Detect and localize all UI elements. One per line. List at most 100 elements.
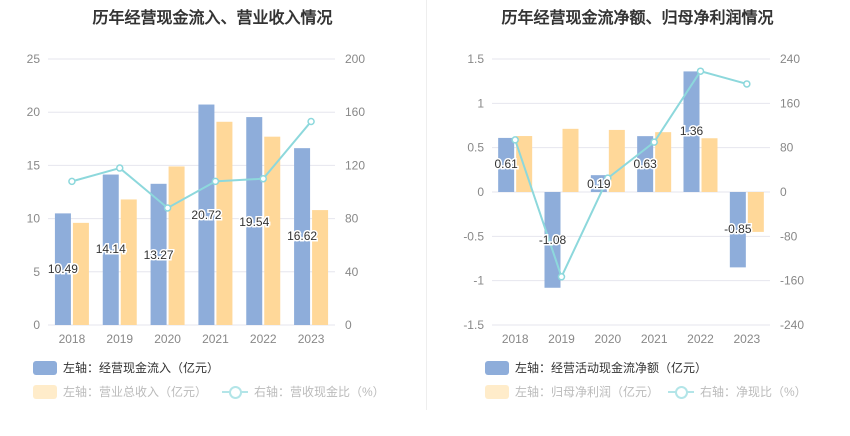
right-tick-label: -80 bbox=[780, 229, 798, 243]
legend-swatch bbox=[33, 384, 57, 399]
bar-primary bbox=[198, 104, 215, 325]
bar-secondary bbox=[312, 210, 329, 325]
legend-label: 右轴：营收现金比（%） bbox=[254, 385, 385, 399]
bar-data-label: 1.36 bbox=[680, 124, 704, 138]
left-tick-label: 0 bbox=[477, 185, 484, 199]
x-tick-label: 2023 bbox=[733, 332, 760, 345]
left-tick-label: 0.5 bbox=[467, 141, 484, 155]
legend-item-cash-inflow[interactable]: 左轴：经营现金流入（亿元） bbox=[33, 359, 219, 376]
bar-secondary bbox=[608, 129, 625, 192]
bar-secondary bbox=[701, 138, 718, 192]
legend-item-net-cash[interactable]: 左轴：经营活动现金流净额（亿元） bbox=[485, 359, 707, 376]
right-tick-label: 40 bbox=[345, 265, 359, 279]
bar-data-label: -1.08 bbox=[539, 233, 567, 247]
right-tick-label: 160 bbox=[345, 105, 365, 119]
left-tick-label: -0.5 bbox=[463, 229, 484, 243]
line-point bbox=[696, 67, 705, 75]
line-series bbox=[71, 120, 312, 210]
x-tick-label: 2022 bbox=[250, 332, 277, 345]
legend-label: 左轴：归母净利润（亿元） bbox=[515, 385, 660, 399]
right-tick-label: 240 bbox=[780, 52, 800, 66]
left-tick-label: 5 bbox=[33, 265, 40, 279]
line-point bbox=[511, 136, 519, 144]
bar-primary bbox=[246, 117, 263, 326]
bar-primary bbox=[637, 136, 654, 192]
line-point bbox=[68, 177, 76, 186]
left-tick-label: 0 bbox=[33, 318, 40, 332]
line-point bbox=[557, 273, 566, 281]
legend-item-net-profit[interactable]: 左轴：归母净利润（亿元） bbox=[485, 383, 659, 400]
legend-item-revenue[interactable]: 左轴：营业总收入（亿元） bbox=[33, 383, 207, 400]
legend-swatch bbox=[33, 360, 57, 375]
bar-data-label: 19.54 bbox=[239, 215, 269, 229]
line-point bbox=[604, 174, 612, 182]
legend-label: 左轴：经营活动现金流净额（亿元） bbox=[515, 361, 708, 375]
bar-secondary bbox=[562, 128, 579, 192]
bar-primary bbox=[294, 148, 311, 325]
bar-secondary bbox=[216, 121, 233, 325]
right-tick-label: 0 bbox=[780, 185, 787, 199]
bar-secondary bbox=[264, 136, 281, 325]
line-point bbox=[211, 177, 220, 186]
legend-label: 左轴：经营现金流入（亿元） bbox=[63, 361, 220, 375]
line-point bbox=[163, 204, 172, 212]
bar-primary bbox=[54, 213, 71, 325]
legend-label: 左轴：营业总收入（亿元） bbox=[63, 385, 208, 399]
legend-item-ratio[interactable]: 右轴：营收现金比（%） bbox=[222, 383, 385, 400]
right-tick-label: 120 bbox=[345, 158, 365, 172]
legend-swatch bbox=[485, 384, 509, 399]
left-tick-label: -1 bbox=[473, 274, 484, 288]
bar-secondary bbox=[655, 132, 672, 192]
line-series bbox=[514, 70, 748, 280]
bar-data-label: 13.27 bbox=[144, 248, 174, 262]
bar-data-label: 14.14 bbox=[96, 242, 126, 256]
right-tick-label: -240 bbox=[780, 318, 804, 332]
bar-data-label: 16.62 bbox=[287, 229, 317, 243]
left-chart: 0 0 5 40 10 80 15 120 20 160 25 200 2018 2019 2020 2021… bbox=[27, 52, 366, 345]
bar-data-label: 0.63 bbox=[633, 157, 657, 171]
right-chart-title: 历年经营现金流净额、归母净利润情况 bbox=[501, 10, 774, 27]
legend-swatch bbox=[485, 360, 509, 375]
right-tick-label: 80 bbox=[345, 212, 359, 226]
bar-data-label: 20.72 bbox=[191, 208, 221, 222]
x-tick-label: 2020 bbox=[594, 332, 621, 345]
x-tick-label: 2018 bbox=[502, 332, 529, 345]
line-point bbox=[116, 164, 124, 172]
legend-item-net-cash-ratio[interactable]: 右轴：净现比（%） bbox=[668, 383, 807, 400]
bar-secondary bbox=[120, 199, 137, 325]
x-tick-label: 2019 bbox=[106, 332, 133, 345]
left-tick-label: 25 bbox=[27, 52, 41, 66]
left-tick-label: 10 bbox=[27, 212, 41, 226]
right-chart: -1.5 -240 -1 -160 -0.5 -80 0 0 0.5 80 1 160 1.5 240 20… bbox=[463, 52, 804, 345]
right-tick-label: -160 bbox=[780, 274, 804, 288]
right-tick-label: 200 bbox=[345, 52, 365, 66]
legend-label: 右轴：净现比（%） bbox=[700, 385, 807, 399]
bar-data-label: 10.49 bbox=[48, 262, 78, 276]
x-tick-label: 2022 bbox=[687, 332, 714, 345]
divider bbox=[426, 0, 427, 410]
line-point bbox=[650, 138, 658, 146]
bar-primary bbox=[498, 137, 515, 192]
line-point bbox=[743, 80, 751, 88]
bar-secondary bbox=[747, 192, 764, 232]
left-chart-title: 历年经营现金流入、营业收入情况 bbox=[92, 10, 333, 27]
left-tick-label: 1 bbox=[477, 96, 484, 110]
left-tick-label: -1.5 bbox=[463, 318, 484, 332]
x-tick-label: 2021 bbox=[202, 332, 229, 345]
bar-primary bbox=[729, 192, 746, 268]
right-tick-label: 80 bbox=[780, 141, 794, 155]
bar-secondary bbox=[168, 166, 185, 325]
x-tick-label: 2023 bbox=[298, 332, 325, 345]
right-tick-label: 0 bbox=[345, 318, 352, 332]
left-tick-label: 1.5 bbox=[467, 52, 484, 66]
bar-secondary bbox=[72, 222, 89, 325]
line-marker-icon bbox=[668, 385, 694, 399]
bar-primary bbox=[150, 183, 167, 325]
bar-primary bbox=[683, 71, 700, 192]
bar-data-label: 0.19 bbox=[587, 177, 611, 191]
left-tick-label: 20 bbox=[27, 105, 41, 119]
line-point bbox=[259, 174, 267, 183]
right-tick-label: 160 bbox=[780, 96, 800, 110]
line-marker-icon bbox=[222, 385, 248, 399]
x-tick-label: 2019 bbox=[548, 332, 575, 345]
